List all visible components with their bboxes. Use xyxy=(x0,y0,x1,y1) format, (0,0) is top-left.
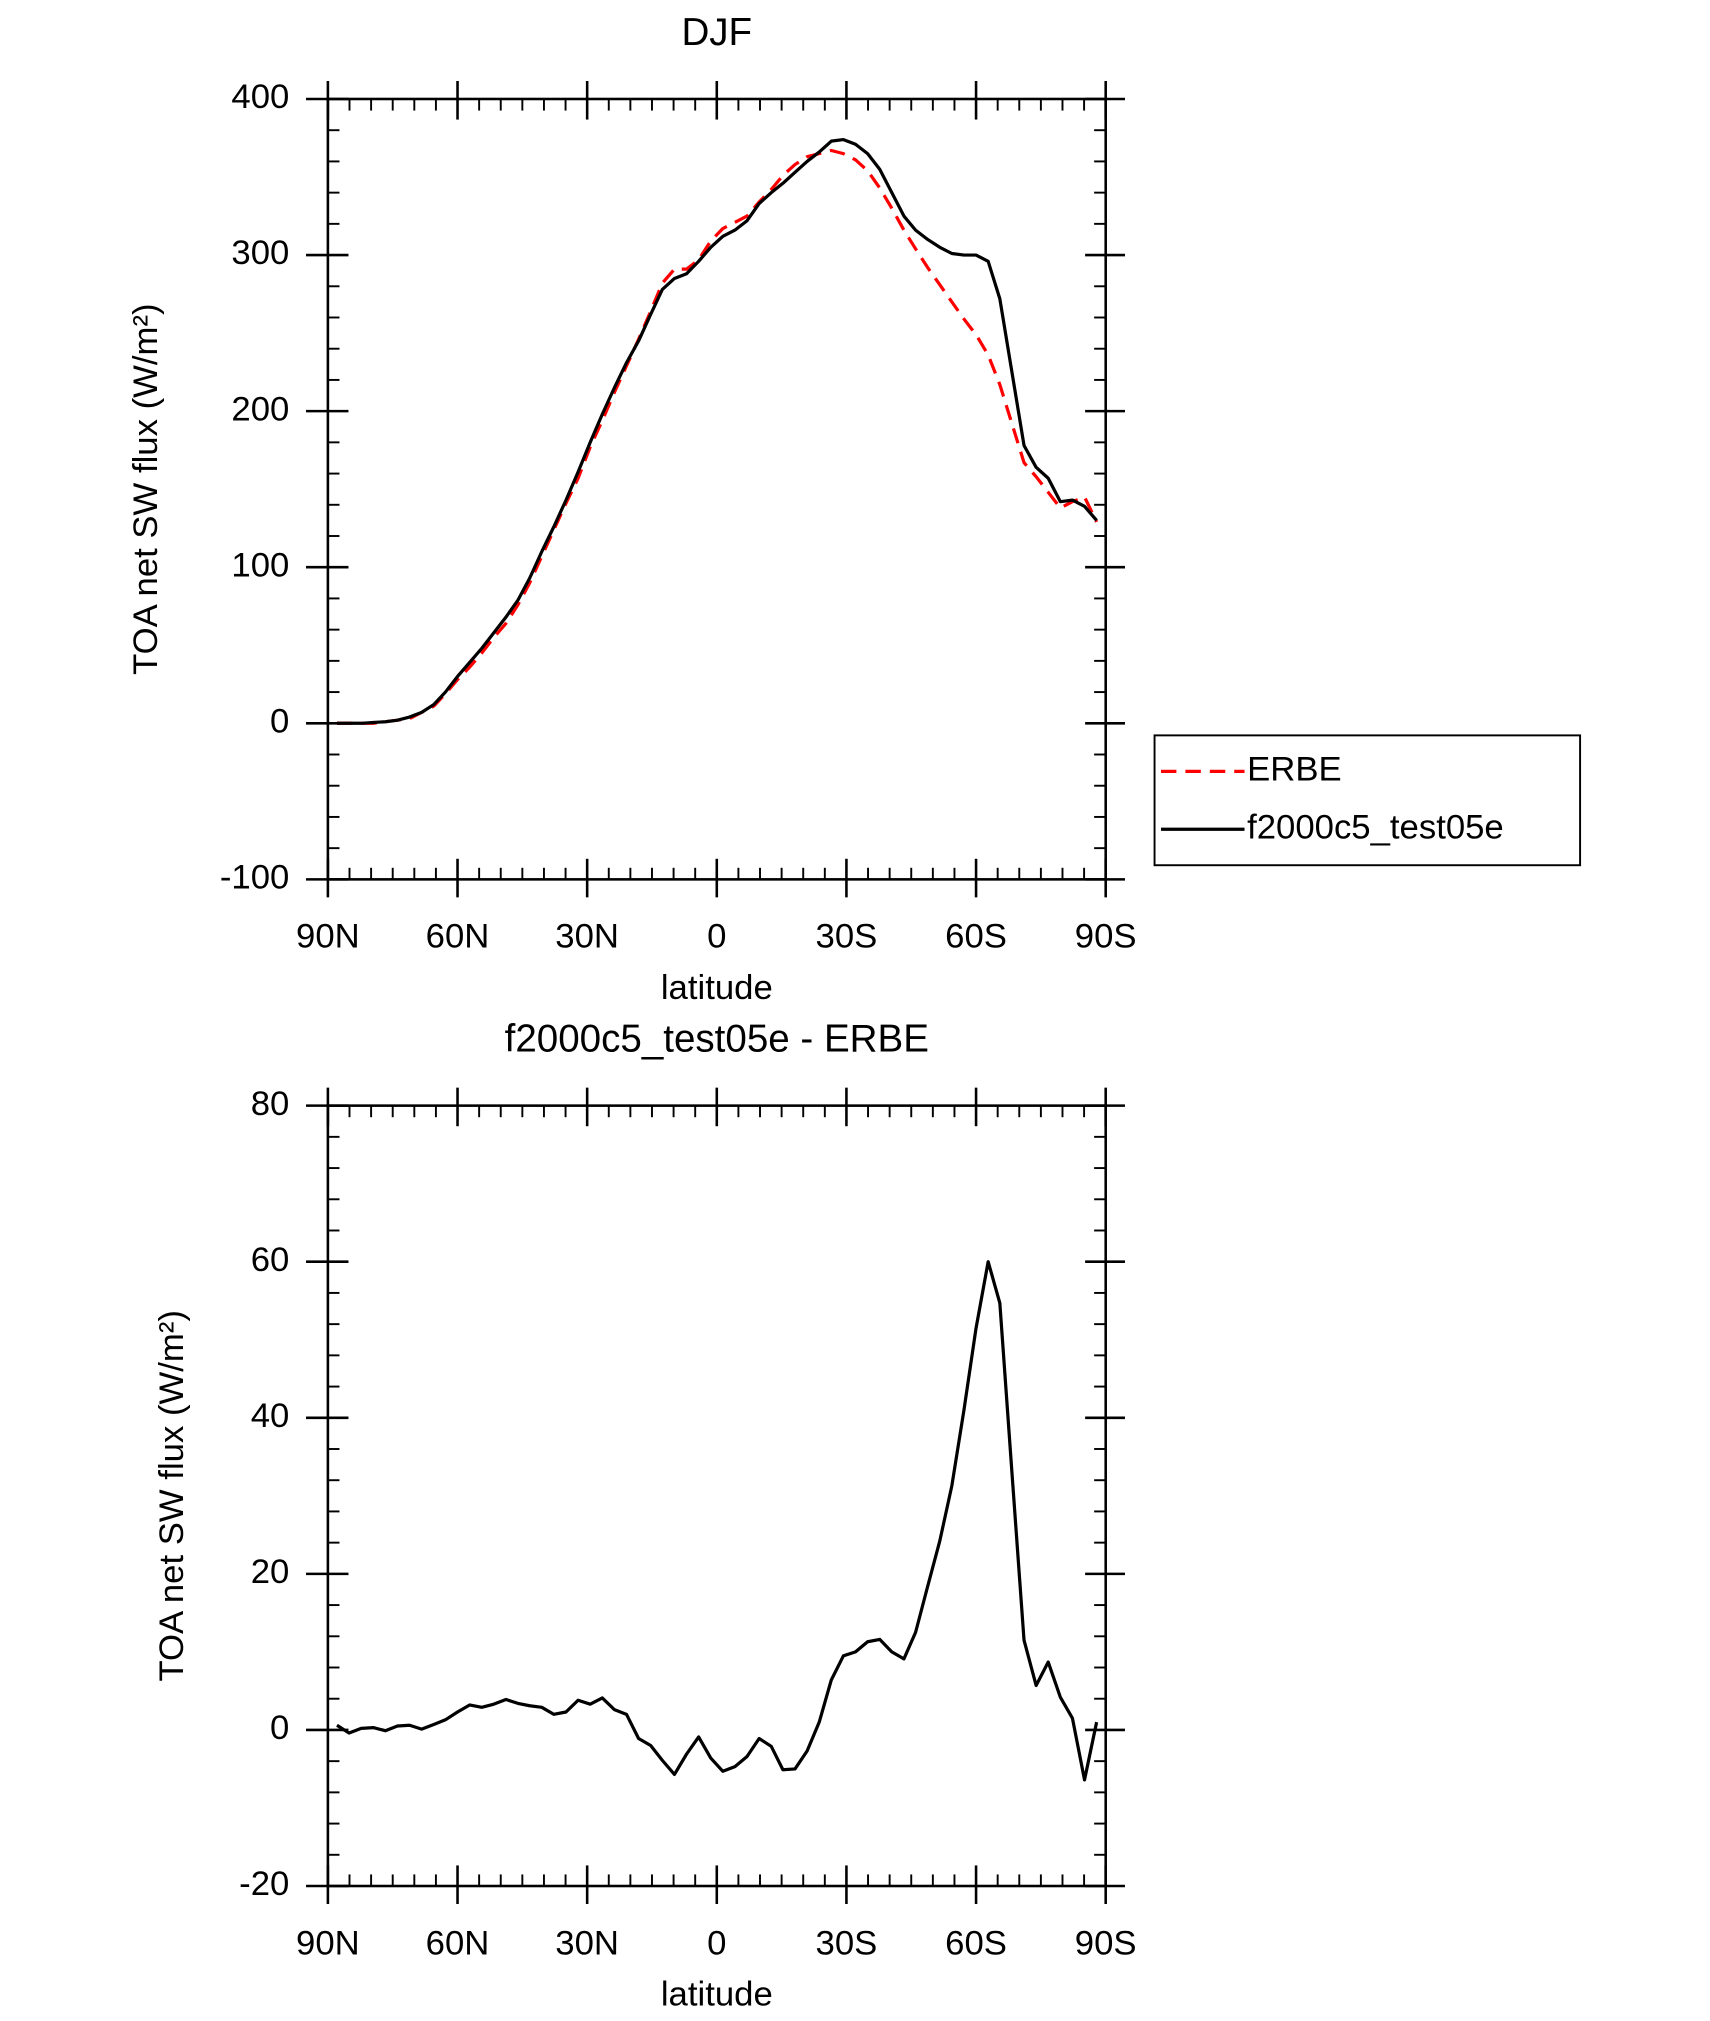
x-tick-label: 60N xyxy=(426,1924,490,1962)
data-line xyxy=(336,1260,1099,1782)
x-tick-label: 30S xyxy=(816,1924,878,1962)
x-tick-label: 60N xyxy=(426,918,490,956)
chart-title: f2000c5_test05e - ERBE xyxy=(505,1018,929,1061)
y-tick-label: -100 xyxy=(220,859,289,897)
x-tick-label: 60S xyxy=(945,1924,1007,1962)
x-tick-label: 90N xyxy=(296,918,360,956)
plot-frame xyxy=(326,1104,1107,1888)
y-tick-label: 200 xyxy=(231,390,289,428)
x-tick-label: 30N xyxy=(555,1924,619,1962)
legend-box xyxy=(1153,734,1582,867)
y-tick-label: 40 xyxy=(251,1397,290,1435)
data-line xyxy=(336,137,1098,725)
y-tick-label: 400 xyxy=(231,78,289,116)
x-tick-label: 90N xyxy=(296,1924,360,1962)
x-tick-label: 0 xyxy=(707,1924,726,1962)
y-tick-label: 80 xyxy=(251,1085,290,1123)
chart-title: DJF xyxy=(681,11,752,54)
y-tick-label: 60 xyxy=(251,1241,290,1279)
y-axis-label: TOA net SW flux (W/m²) xyxy=(153,1310,191,1681)
y-tick-label: 0 xyxy=(270,702,289,740)
plot-frame xyxy=(326,97,1107,881)
data-line xyxy=(336,148,1099,725)
x-axis-label: latitude xyxy=(661,969,773,1007)
y-tick-label: 100 xyxy=(231,546,289,584)
y-tick-label: 300 xyxy=(231,234,289,272)
x-tick-label: 0 xyxy=(707,918,726,956)
x-tick-label: 30S xyxy=(816,918,878,956)
y-axis-label: TOA net SW flux (W/m²) xyxy=(127,303,165,674)
y-tick-label: 20 xyxy=(251,1553,290,1591)
legend-label: f2000c5_test05e xyxy=(1247,808,1504,846)
legend-label: ERBE xyxy=(1247,751,1342,789)
x-axis-label: latitude xyxy=(661,1976,773,2014)
x-tick-label: 90S xyxy=(1075,918,1137,956)
x-tick-label: 30N xyxy=(555,918,619,956)
x-tick-label: 90S xyxy=(1075,1924,1137,1962)
x-tick-label: 60S xyxy=(945,918,1007,956)
y-tick-label: -20 xyxy=(239,1865,289,1903)
y-tick-label: 0 xyxy=(270,1709,289,1747)
